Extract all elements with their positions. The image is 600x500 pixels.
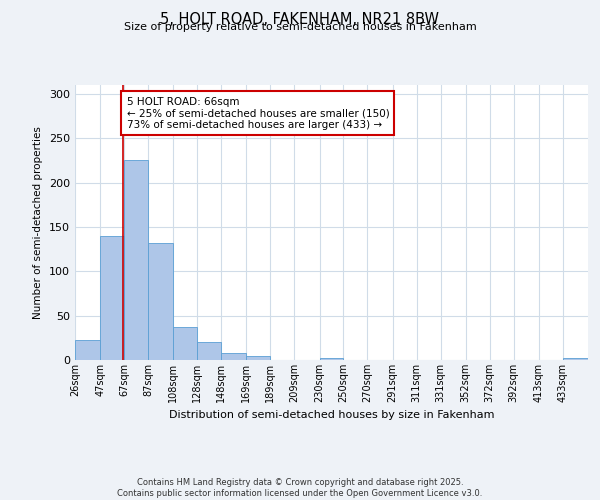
Bar (563, 358, 588, 360)
Text: Size of property relative to semi-detached houses in Fakenham: Size of property relative to semi-detach… (124, 22, 476, 32)
Text: Contains HM Land Registry data © Crown copyright and database right 2025.
Contai: Contains HM Land Registry data © Crown c… (118, 478, 482, 498)
Bar (148, 243, 173, 360)
Text: 5, HOLT ROAD, FAKENHAM, NR21 8BW: 5, HOLT ROAD, FAKENHAM, NR21 8BW (161, 12, 439, 28)
Text: 5 HOLT ROAD: 66sqm
← 25% of semi-detached houses are smaller (150)
73% of semi-d: 5 HOLT ROAD: 66sqm ← 25% of semi-detache… (127, 96, 389, 130)
X-axis label: Distribution of semi-detached houses by size in Fakenham: Distribution of semi-detached houses by … (169, 410, 494, 420)
Bar (221, 353, 247, 360)
Y-axis label: Number of semi-detached properties: Number of semi-detached properties (34, 126, 43, 319)
Bar (173, 327, 197, 360)
Bar (124, 160, 148, 360)
Bar (320, 358, 343, 360)
Bar (197, 342, 221, 360)
Bar (75, 340, 100, 360)
Bar (247, 356, 271, 360)
Bar (100, 236, 124, 360)
